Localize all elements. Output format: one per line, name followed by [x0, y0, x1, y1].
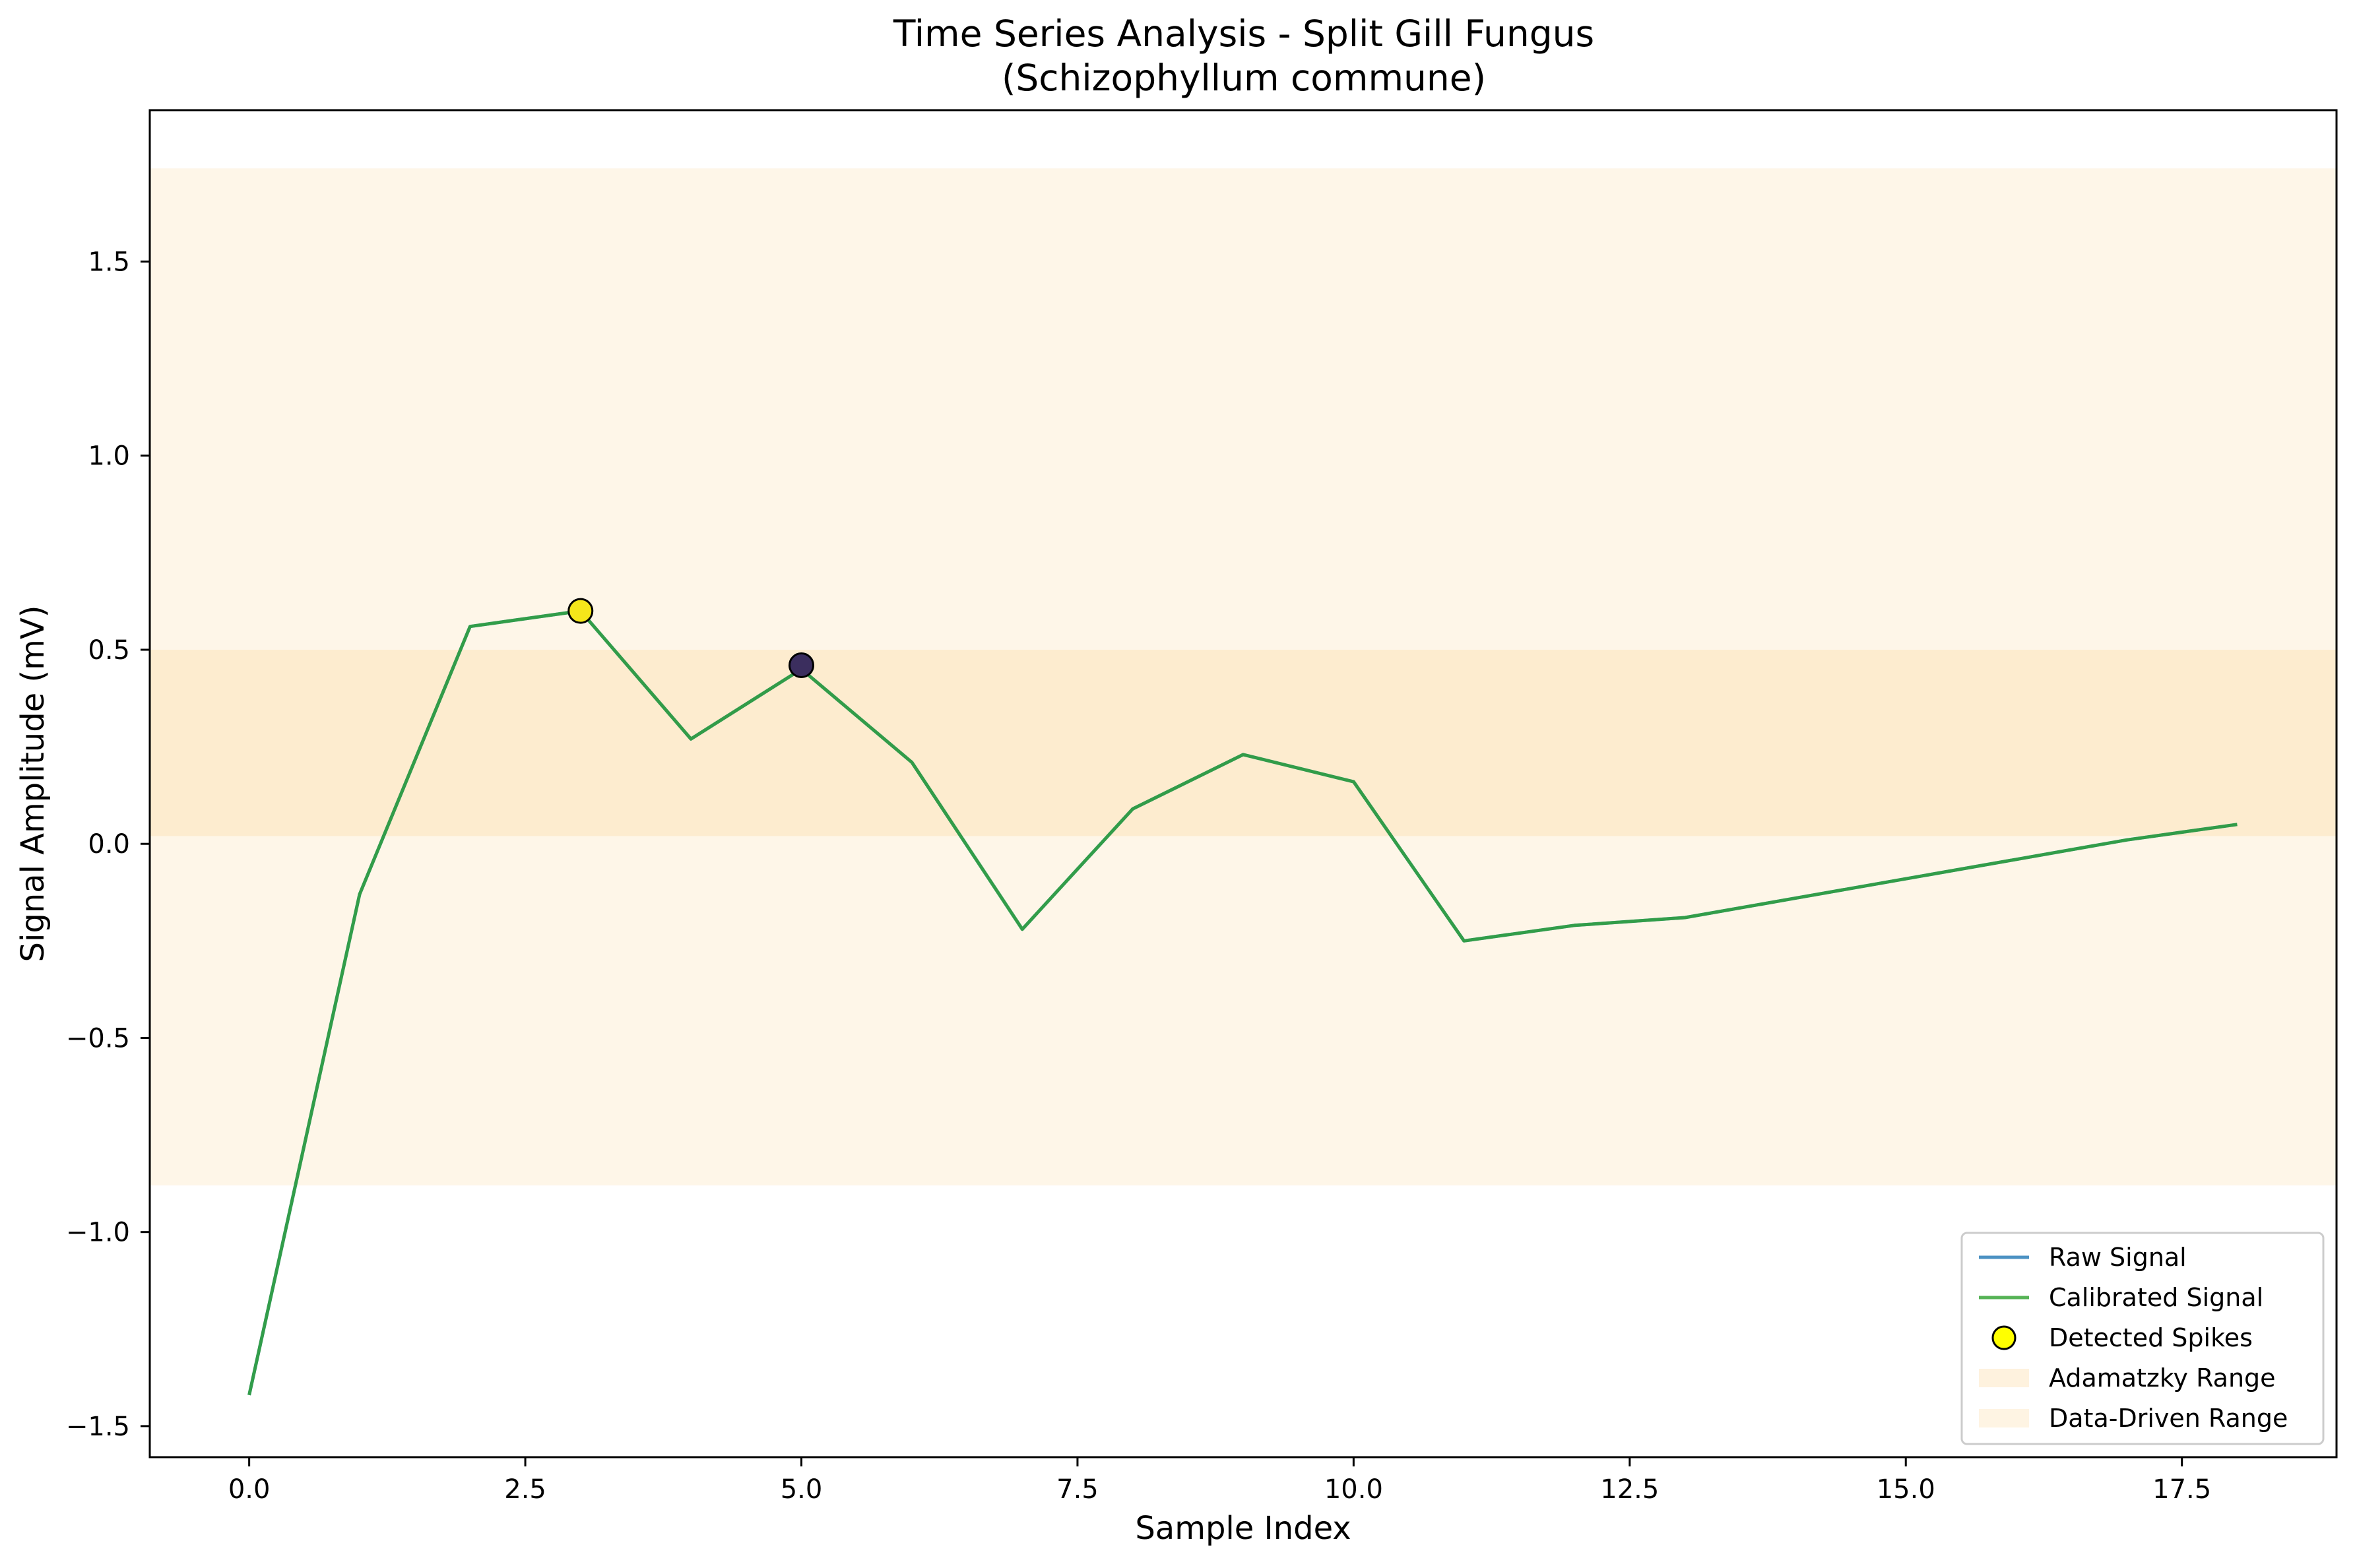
x-tick-label: 7.5 [1056, 1474, 1099, 1505]
legend-label-calibrated-signal: Calibrated Signal [2049, 1283, 2263, 1312]
range-band-data-driven-range [150, 168, 2337, 1186]
legend-box [1960, 1232, 2325, 1445]
legend-label-data-driven-range: Data-Driven Range [2049, 1404, 2288, 1433]
x-tick-label: 2.5 [504, 1474, 546, 1505]
y-tick-label: 0.0 [88, 829, 130, 860]
y-tick-label: 1.0 [88, 441, 130, 472]
x-tick-label: 0.0 [228, 1474, 271, 1505]
range-bands [150, 168, 2337, 1186]
plot-frame [148, 109, 2338, 1458]
y-axis-ticks: −1.5 −1.0 −0.5 0.0 0.5 1.0 1.5 [66, 247, 150, 1442]
range-band-adamatzky-range [150, 649, 2337, 836]
x-tick-label: 17.5 [2152, 1474, 2211, 1505]
spike-point-2 [789, 652, 815, 679]
legend-swatch-data-driven-range [1979, 1409, 2029, 1427]
x-tick-label: 12.5 [1600, 1474, 1659, 1505]
y-tick-label: −1.0 [66, 1218, 130, 1248]
legend-swatch-adamatzky-range [1979, 1369, 2029, 1387]
chart-subtitle: (Schizophyllum commune) [1002, 57, 1486, 99]
y-axis-label: Signal Amplitude (mV) [15, 606, 51, 962]
x-axis-ticks: 0.0 2.5 5.0 7.5 10.0 12.5 15.0 17.5 [228, 1457, 2211, 1505]
chart-title: Time Series Analysis - Split Gill Fungus [893, 13, 1594, 55]
legend-swatch-detected-spikes [1991, 1325, 2016, 1350]
x-tick-label: 10.0 [1324, 1474, 1383, 1505]
legend: Raw Signal Calibrated Signal Detected Spik… [1960, 1232, 2325, 1445]
y-tick-label: 1.5 [88, 247, 130, 278]
legend-items: Raw Signal Calibrated Signal Detected Spik… [1979, 1243, 2288, 1433]
x-tick-label: 5.0 [781, 1474, 823, 1505]
legend-label-adamatzky-range: Adamatzky Range [2049, 1364, 2276, 1393]
y-tick-label: 0.5 [88, 635, 130, 666]
legend-label-detected-spikes: Detected Spikes [2049, 1323, 2253, 1352]
x-axis-label: Sample Index [1135, 1510, 1351, 1547]
y-tick-label: −1.5 [66, 1412, 130, 1442]
spike-markers [567, 598, 815, 679]
y-tick-label: −0.5 [66, 1023, 130, 1053]
x-tick-label: 15.0 [1877, 1474, 1935, 1505]
spike-point-1 [567, 598, 594, 624]
legend-label-raw-signal: Raw Signal [2049, 1243, 2187, 1272]
